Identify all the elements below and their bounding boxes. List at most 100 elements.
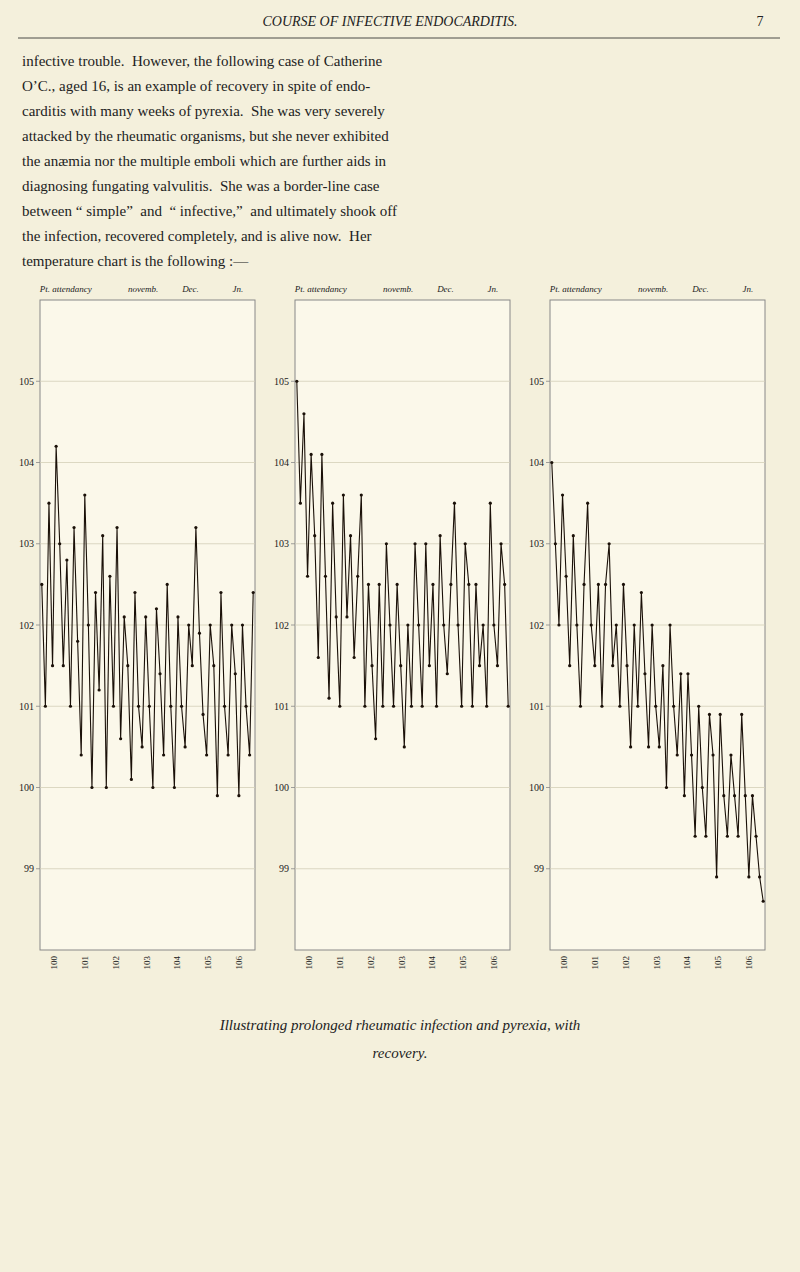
grid-line: [550, 625, 765, 626]
temperature-point: [431, 583, 434, 586]
data-group: [550, 461, 765, 903]
temperature-point: [162, 753, 165, 756]
temperature-point: [313, 534, 316, 537]
y-tick: [291, 706, 295, 707]
temperature-chart: 99100101102103104105Pt. attendancynovemb…: [529, 284, 765, 970]
body-line: attacked by the rheumatic organisms, but…: [22, 128, 389, 144]
temperature-point: [482, 623, 485, 626]
body-line: the infection, recovered completely, and…: [22, 228, 372, 244]
bottom-label: 100: [559, 956, 569, 970]
temperature-point: [590, 623, 593, 626]
temperature-point: [424, 542, 427, 545]
y-tick-label: 105: [274, 376, 289, 387]
temperature-point: [622, 583, 625, 586]
plot-frame: [40, 300, 255, 950]
temperature-point: [421, 705, 424, 708]
temperature-point: [198, 632, 201, 635]
temperature-point: [568, 664, 571, 667]
temperature-point: [410, 705, 413, 708]
bottom-label: 104: [172, 956, 182, 970]
y-tick: [36, 543, 40, 544]
column-heading: Jn.: [742, 284, 753, 294]
temperature-point: [381, 705, 384, 708]
temperature-point: [676, 753, 679, 756]
temperature-point: [413, 542, 416, 545]
temperature-point: [72, 526, 75, 529]
temperature-point: [216, 794, 219, 797]
column-heading: Dec.: [691, 284, 709, 294]
temperature-point: [561, 493, 564, 496]
temperature-point: [575, 623, 578, 626]
temperature-point: [144, 615, 147, 618]
temperature-point: [464, 542, 467, 545]
caption-line: Illustrating prolonged rheumatic infecti…: [219, 1017, 581, 1033]
bottom-label: 105: [203, 956, 213, 970]
temperature-line: [297, 381, 508, 747]
grid-line: [295, 462, 510, 463]
page-background: [0, 0, 800, 1272]
body-line: carditis with many weeks of pyrexia. She…: [22, 103, 385, 119]
grid-line: [40, 381, 255, 382]
temperature-point: [608, 542, 611, 545]
temperature-point: [654, 705, 657, 708]
bottom-label: 101: [80, 956, 90, 970]
temperature-point: [209, 623, 212, 626]
grid-line: [40, 706, 255, 707]
temperature-point: [205, 753, 208, 756]
temperature-point: [636, 705, 639, 708]
temperature-point: [173, 786, 176, 789]
temperature-point: [55, 445, 58, 448]
grid-line: [40, 787, 255, 788]
y-tick-label: 103: [529, 538, 544, 549]
temperature-point: [704, 835, 707, 838]
temperature-point: [320, 453, 323, 456]
temperature-point: [360, 493, 363, 496]
temperature-point: [374, 737, 377, 740]
temperature-point: [310, 453, 313, 456]
bottom-label: 106: [489, 956, 499, 970]
temperature-point: [44, 705, 47, 708]
temperature-point: [101, 534, 104, 537]
temperature-point: [744, 794, 747, 797]
temperature-point: [105, 786, 108, 789]
y-tick: [36, 787, 40, 788]
temperature-point: [166, 583, 169, 586]
temperature-point: [658, 745, 661, 748]
temperature-point: [403, 745, 406, 748]
temperature-line: [42, 446, 253, 795]
y-tick: [546, 462, 550, 463]
y-tick-label: 102: [19, 620, 34, 631]
temperature-point: [579, 705, 582, 708]
temperature-point: [342, 493, 345, 496]
temperature-point: [69, 705, 72, 708]
data-group: [295, 380, 510, 749]
temperature-point: [302, 412, 305, 415]
temperature-point: [683, 794, 686, 797]
temperature-point: [751, 794, 754, 797]
temperature-point: [378, 583, 381, 586]
temperature-point: [492, 623, 495, 626]
temperature-point: [485, 705, 488, 708]
temperature-point: [212, 664, 215, 667]
temperature-point: [679, 672, 682, 675]
y-tick-label: 100: [529, 782, 544, 793]
temperature-point: [460, 705, 463, 708]
temperature-point: [550, 461, 553, 464]
temperature-point: [611, 664, 614, 667]
y-tick: [36, 381, 40, 382]
caption-line: recovery.: [373, 1045, 428, 1061]
body-line: O’C., aged 16, is an example of recovery…: [22, 78, 370, 94]
temperature-point: [363, 705, 366, 708]
temperature-point: [112, 705, 115, 708]
column-heading: novemb.: [383, 284, 413, 294]
column-heading: novemb.: [128, 284, 158, 294]
grid-line: [40, 868, 255, 869]
temperature-point: [665, 786, 668, 789]
temperature-point: [241, 623, 244, 626]
temperature-point: [467, 583, 470, 586]
temperature-point: [686, 672, 689, 675]
temperature-point: [618, 705, 621, 708]
temperature-point: [80, 753, 83, 756]
temperature-point: [94, 591, 97, 594]
bottom-label: 102: [621, 956, 631, 970]
